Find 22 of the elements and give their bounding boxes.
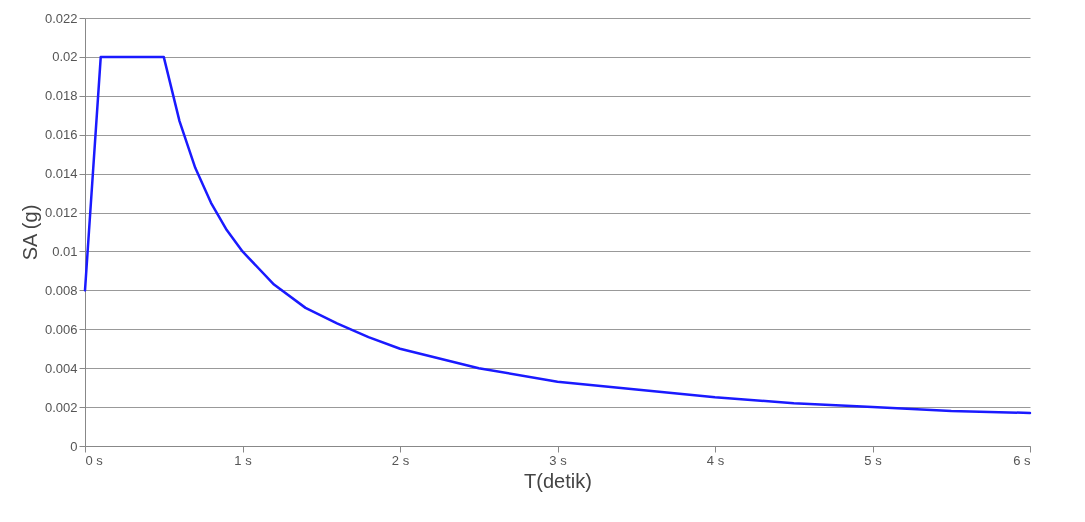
y-axis-title: SA (g) bbox=[18, 204, 41, 261]
y-tick-label: 0.018 bbox=[44, 88, 78, 104]
y-tick-label: 0 bbox=[70, 438, 78, 454]
x-tick-label: 1 s bbox=[234, 452, 253, 468]
y-tick-label: 0.008 bbox=[44, 282, 78, 298]
y-tick-label: 0.014 bbox=[44, 166, 78, 182]
y-tick-label: 0.006 bbox=[44, 321, 78, 337]
line-series bbox=[83, 55, 1032, 415]
y-tick-label: 0.01 bbox=[52, 243, 78, 259]
y-tick-label: 0.012 bbox=[44, 205, 78, 221]
x-tick-label: 0 s bbox=[85, 452, 104, 468]
x-axis-title: T(detik) bbox=[524, 469, 592, 492]
x-tick-label: 5 s bbox=[864, 452, 883, 468]
y-tick-label: 0.02 bbox=[52, 49, 78, 65]
x-tick-label: 3 s bbox=[549, 452, 568, 468]
y-tick-label: 0.016 bbox=[44, 127, 78, 143]
y-tick-label: 0.004 bbox=[44, 360, 78, 376]
x-tick-label: 4 s bbox=[706, 452, 725, 468]
y-tick-label: 0.002 bbox=[44, 399, 78, 415]
x-tick-label: 2 s bbox=[391, 452, 410, 468]
x-tick-label: 6 s bbox=[1013, 452, 1031, 468]
y-tick-label: 0.022 bbox=[44, 10, 78, 26]
